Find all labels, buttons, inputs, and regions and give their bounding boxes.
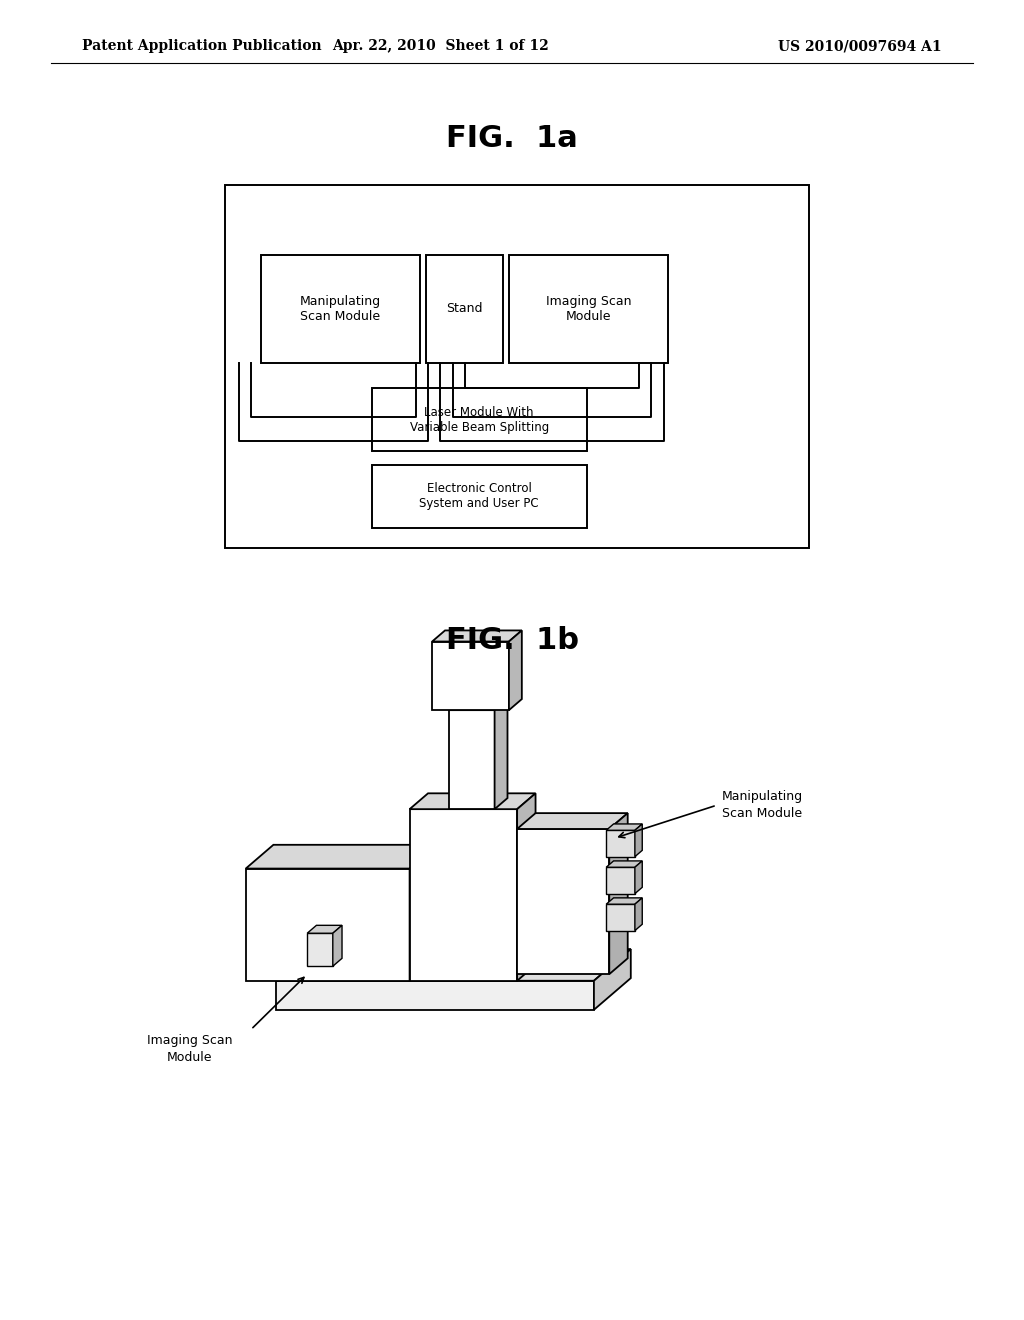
Polygon shape xyxy=(635,861,642,894)
Polygon shape xyxy=(333,925,342,966)
Text: Patent Application Publication: Patent Application Publication xyxy=(82,40,322,53)
Polygon shape xyxy=(594,949,631,1010)
Polygon shape xyxy=(410,809,517,981)
Text: US 2010/0097694 A1: US 2010/0097694 A1 xyxy=(778,40,942,53)
Text: FIG.  1b: FIG. 1b xyxy=(445,626,579,655)
Polygon shape xyxy=(517,793,536,981)
Polygon shape xyxy=(307,925,342,933)
Polygon shape xyxy=(635,824,642,857)
Polygon shape xyxy=(606,830,635,857)
Text: Manipulating
Scan Module: Manipulating Scan Module xyxy=(722,791,803,820)
Text: Imaging Scan
Module: Imaging Scan Module xyxy=(546,294,631,323)
Polygon shape xyxy=(606,861,642,867)
Polygon shape xyxy=(276,949,631,981)
Text: Manipulating
Scan Module: Manipulating Scan Module xyxy=(300,294,381,323)
Bar xyxy=(509,255,668,363)
Text: Apr. 22, 2010  Sheet 1 of 12: Apr. 22, 2010 Sheet 1 of 12 xyxy=(332,40,549,53)
Polygon shape xyxy=(606,824,642,830)
Bar xyxy=(372,388,587,451)
Polygon shape xyxy=(449,700,508,710)
Polygon shape xyxy=(635,898,642,931)
Bar xyxy=(372,465,587,528)
Polygon shape xyxy=(609,813,628,974)
Polygon shape xyxy=(432,642,509,710)
Text: Imaging Scan
Module: Imaging Scan Module xyxy=(146,1035,232,1064)
Polygon shape xyxy=(410,793,536,809)
Polygon shape xyxy=(449,710,495,809)
Polygon shape xyxy=(246,845,437,869)
Polygon shape xyxy=(495,700,508,809)
Polygon shape xyxy=(606,898,642,904)
Polygon shape xyxy=(410,845,437,981)
Polygon shape xyxy=(517,813,628,829)
Polygon shape xyxy=(432,631,522,642)
Text: Laser Module With
Variable Beam Splitting: Laser Module With Variable Beam Splittin… xyxy=(410,405,549,434)
Polygon shape xyxy=(276,981,594,1010)
Polygon shape xyxy=(246,869,410,981)
Polygon shape xyxy=(307,933,333,966)
Polygon shape xyxy=(517,829,609,974)
Bar xyxy=(261,255,420,363)
Text: Stand: Stand xyxy=(446,302,482,315)
Bar xyxy=(225,185,809,548)
Bar xyxy=(426,255,503,363)
Polygon shape xyxy=(509,631,522,710)
Polygon shape xyxy=(606,867,635,894)
Text: Electronic Control
System and User PC: Electronic Control System and User PC xyxy=(420,482,539,511)
Polygon shape xyxy=(606,904,635,931)
Text: FIG.  1a: FIG. 1a xyxy=(446,124,578,153)
